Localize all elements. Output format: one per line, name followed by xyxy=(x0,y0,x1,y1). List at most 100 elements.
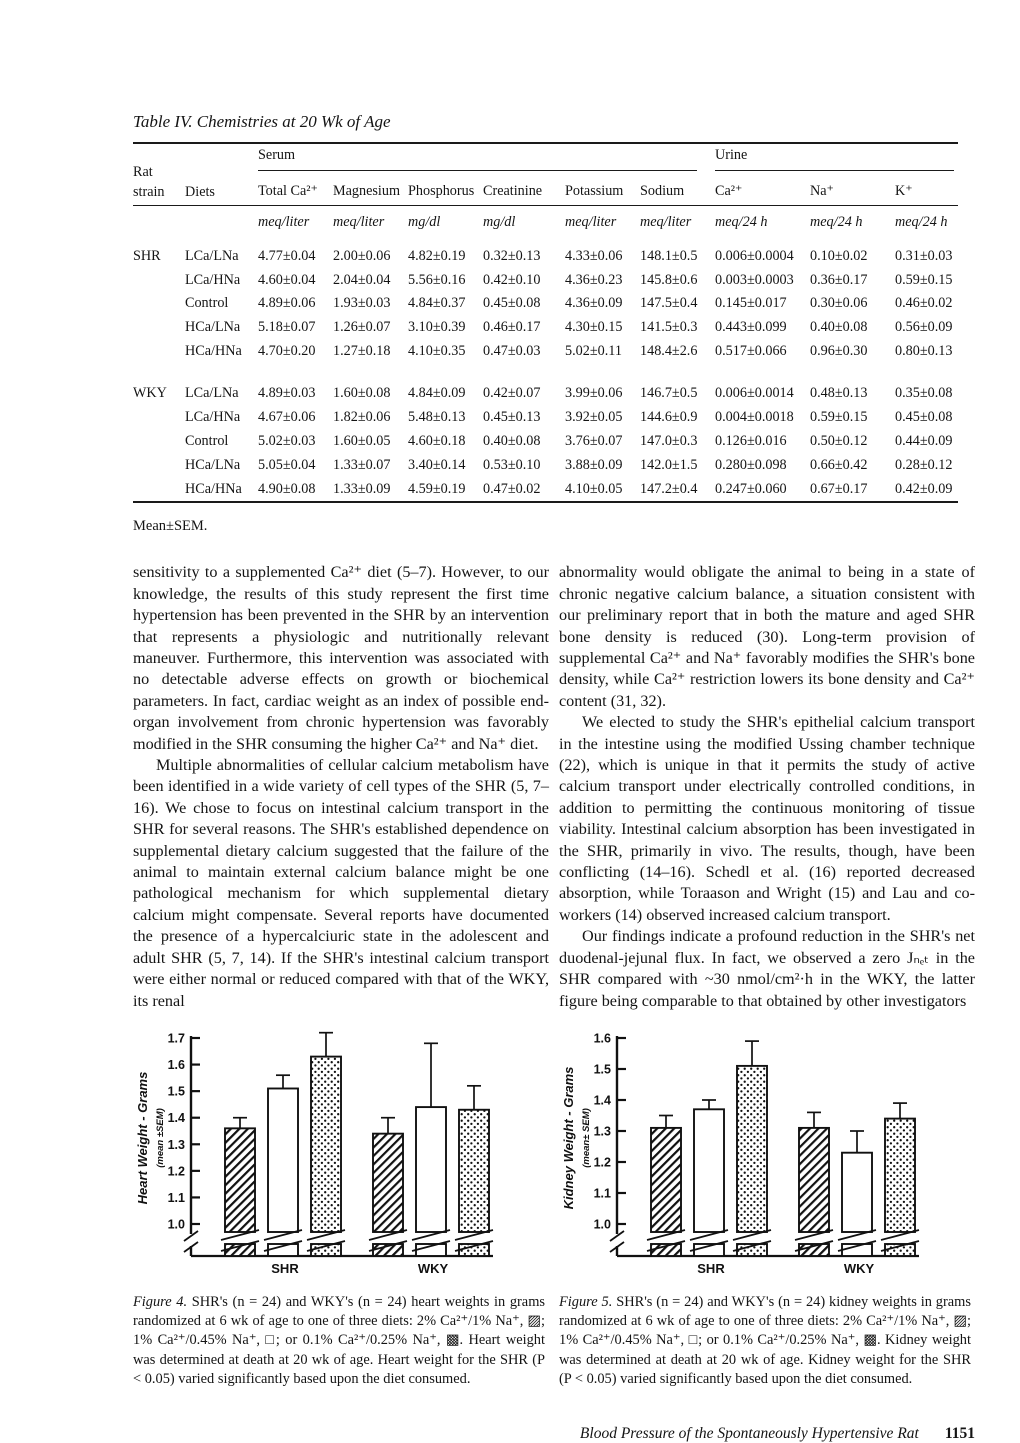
group-header-row: Rat strain Diets Serum Urine xyxy=(133,143,958,206)
strain-cell xyxy=(133,269,185,293)
value-cell: 0.40±0.08 xyxy=(483,432,541,449)
svg-text:1.5: 1.5 xyxy=(594,1062,611,1076)
diet-cell: HCa/HNa xyxy=(185,343,242,360)
value-cell: 0.80±0.13 xyxy=(895,343,953,360)
table-row: WKY LCa/LNa 4.89±0.03 1.60±0.08 4.84±0.09 0.4… xyxy=(133,376,958,406)
col-header-urine-na: Na⁺ xyxy=(810,172,896,206)
svg-text:1.7: 1.7 xyxy=(168,1031,185,1045)
value-cell: 4.60±0.04 xyxy=(258,271,316,288)
value-cell: 147.2±0.4 xyxy=(640,480,698,497)
value-cell: 4.89±0.03 xyxy=(258,385,316,401)
page-number: 1151 xyxy=(944,1425,975,1443)
value-cell: 4.70±0.20 xyxy=(258,343,316,360)
svg-text:1.2: 1.2 xyxy=(594,1155,611,1169)
value-cell: 1.33±0.07 xyxy=(333,456,391,473)
value-cell: 0.30±0.06 xyxy=(810,295,868,312)
strain-cell: SHR xyxy=(133,247,161,264)
table-row: SHR LCa/LNa 4.77±0.04 2.00±0.06 4.82±0.19 0.3… xyxy=(133,239,958,269)
figures-row: 1.0 1.1 1.2 1.3 1.4 1.5 1.6 1.7 SHR WKY Heart Weig… xyxy=(133,1028,975,1403)
svg-text:SHR: SHR xyxy=(697,1261,725,1276)
table-row: LCa/HNa 4.67±0.06 1.82±0.06 5.48±0.13 0.45±0… xyxy=(133,406,958,430)
value-cell: 147.5±0.4 xyxy=(640,295,698,312)
svg-text:1.3: 1.3 xyxy=(594,1124,611,1138)
heart-weight-chart: 1.0 1.1 1.2 1.3 1.4 1.5 1.6 1.7 SHR WKY Heart Weig… xyxy=(135,1031,494,1276)
table-row: HCa/HNa 4.70±0.20 1.27±0.18 4.10±0.35 0.47±0… xyxy=(133,340,958,364)
strain-cell xyxy=(133,340,185,364)
svg-text:1.4: 1.4 xyxy=(594,1093,611,1107)
value-cell: 0.126±0.016 xyxy=(715,432,787,449)
figure-5: 1.0 1.1 1.2 1.3 1.4 1.5 1.6 SHR WKY Kidney Weight… xyxy=(559,1028,975,1403)
value-cell: 0.006±0.0014 xyxy=(715,385,794,401)
value-cell: 0.45±0.13 xyxy=(483,408,541,425)
value-cell: 0.53±0.10 xyxy=(483,456,541,473)
value-cell: 4.67±0.06 xyxy=(258,408,316,425)
svg-text:SHR: SHR xyxy=(271,1261,299,1276)
value-cell: 1.26±0.07 xyxy=(333,319,391,336)
table-title: Table IV. Chemistries at 20 Wk of Age xyxy=(133,112,391,131)
diet-cell: Control xyxy=(185,295,229,312)
table-footnote: Mean±SEM. xyxy=(133,518,208,535)
col-header-phosphorus: Phosphorus xyxy=(408,172,483,206)
value-cell: 3.76±0.07 xyxy=(565,432,623,449)
svg-text:WKY: WKY xyxy=(844,1261,875,1276)
table-row: Control 5.02±0.03 1.60±0.05 4.60±0.18 0.40±0… xyxy=(133,430,958,454)
value-cell: 0.46±0.02 xyxy=(895,295,953,312)
value-cell: 1.93±0.03 xyxy=(333,295,391,312)
value-cell: 0.004±0.0018 xyxy=(715,408,794,425)
paragraph: sensitivity to a supplemented Ca²⁺ diet … xyxy=(133,563,549,753)
value-cell: 0.280±0.098 xyxy=(715,456,787,473)
col-header-rat-strain: Rat strain xyxy=(133,143,185,206)
col-header-potassium: Potassium xyxy=(565,172,640,206)
value-cell: 0.45±0.08 xyxy=(895,408,953,425)
svg-text:1.5: 1.5 xyxy=(168,1085,185,1099)
value-cell: 0.48±0.13 xyxy=(810,385,868,401)
journal-page: Table IV. Chemistries at 20 Wk of Age Ra… xyxy=(133,112,975,1443)
table-row: HCa/LNa 5.05±0.04 1.33±0.07 3.40±0.14 0.53±0… xyxy=(133,454,958,478)
units-row: meq/liter meq/liter mg/dl mg/dl meq/lite… xyxy=(133,205,958,238)
strain-cell xyxy=(133,430,185,454)
unit-cell: meq/24 h xyxy=(810,213,863,230)
col-header-total-ca: Total Ca²⁺ xyxy=(258,172,333,206)
body-text: sensitivity to a supplemented Ca²⁺ diet … xyxy=(133,562,975,1012)
strain-cell xyxy=(133,292,185,316)
svg-text:1.1: 1.1 xyxy=(594,1186,611,1200)
svg-text:1.1: 1.1 xyxy=(168,1191,185,1205)
value-cell: 4.36±0.23 xyxy=(565,271,623,288)
value-cell: 0.46±0.17 xyxy=(483,319,541,336)
svg-text:(mean ±SEM): (mean ±SEM) xyxy=(155,1108,166,1168)
value-cell: 4.10±0.35 xyxy=(408,343,466,360)
value-cell: 148.4±2.6 xyxy=(640,343,698,360)
chemistries-table: Rat strain Diets Serum Urine Total Ca²⁺ M… xyxy=(133,142,959,504)
figure-5-label: Figure 5. xyxy=(559,1293,613,1310)
value-cell: 0.42±0.10 xyxy=(483,271,541,288)
value-cell: 0.56±0.09 xyxy=(895,319,953,336)
value-cell: 3.40±0.14 xyxy=(408,456,466,473)
kidney-weight-chart-box: 1.0 1.1 1.2 1.3 1.4 1.5 1.6 SHR WKY Kidney Weight… xyxy=(561,1028,975,1285)
svg-text:1.6: 1.6 xyxy=(168,1058,185,1072)
value-cell: 0.66±0.42 xyxy=(810,456,868,473)
value-cell: 1.27±0.18 xyxy=(333,343,391,360)
diet-cell: LCa/LNa xyxy=(185,385,239,401)
value-cell: 148.1±0.5 xyxy=(640,247,698,264)
diet-cell: LCa/LNa xyxy=(185,247,239,264)
value-cell: 4.84±0.37 xyxy=(408,295,466,312)
svg-text:1.6: 1.6 xyxy=(594,1031,611,1045)
value-cell: 142.0±1.5 xyxy=(640,456,698,473)
figure-4-label: Figure 4. xyxy=(133,1293,188,1310)
value-cell: 4.89±0.06 xyxy=(258,295,316,312)
value-cell: 4.36±0.09 xyxy=(565,295,623,312)
value-cell: 0.28±0.12 xyxy=(895,456,953,473)
value-cell: 0.59±0.15 xyxy=(895,271,953,288)
value-cell: 2.00±0.06 xyxy=(333,247,391,264)
strain-cell xyxy=(133,478,185,503)
value-cell: 5.56±0.16 xyxy=(408,271,466,288)
value-cell: 4.77±0.04 xyxy=(258,247,316,264)
value-cell: 4.82±0.19 xyxy=(408,247,466,264)
value-cell: 145.8±0.6 xyxy=(640,271,698,288)
svg-text:1.0: 1.0 xyxy=(594,1217,611,1231)
kidney-weight-chart: 1.0 1.1 1.2 1.3 1.4 1.5 1.6 SHR WKY Kidney Weight… xyxy=(561,1031,920,1276)
value-cell: 5.05±0.04 xyxy=(258,456,316,473)
value-cell: 0.145±0.017 xyxy=(715,295,787,312)
paragraph: abnormality would obligate the animal to… xyxy=(559,563,975,710)
value-cell: 4.90±0.08 xyxy=(258,480,316,497)
